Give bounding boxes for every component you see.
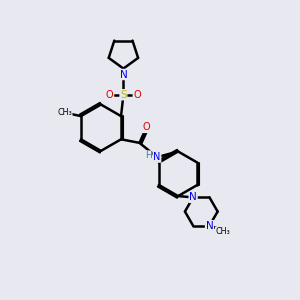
Text: O: O — [142, 122, 150, 132]
Text: O: O — [133, 90, 141, 100]
Text: O: O — [106, 90, 114, 100]
Text: CH₃: CH₃ — [57, 108, 72, 117]
Text: H: H — [145, 151, 152, 160]
Text: S: S — [120, 90, 127, 100]
Text: N: N — [153, 152, 161, 162]
Text: N: N — [206, 221, 213, 231]
Text: CH₃: CH₃ — [215, 227, 230, 236]
Text: N: N — [119, 70, 127, 80]
Text: N: N — [189, 192, 197, 203]
